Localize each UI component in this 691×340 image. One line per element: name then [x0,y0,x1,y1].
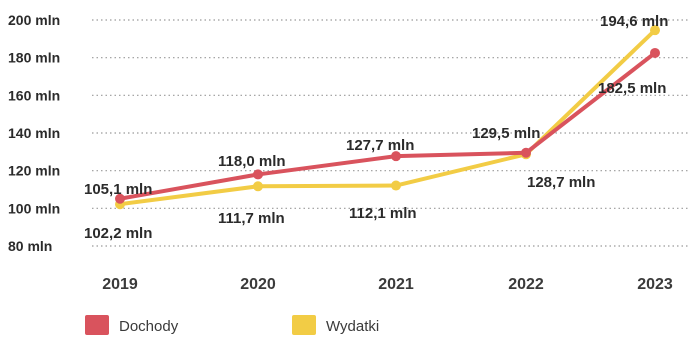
data-point-wydatki [391,180,401,191]
data-label-wydatki: 102,2 mln [84,225,152,242]
data-label-dochody: 129,5 mln [472,125,540,142]
data-label-dochody: 105,1 mln [84,181,152,198]
data-labels: 105,1 mln 118,0 mln 127,7 mln 129,5 mln 182,… [84,13,668,242]
data-point-dochody [521,147,531,158]
y-tick-label: 160 mln [8,87,60,103]
data-label-wydatki: 194,6 mln [600,13,668,30]
data-point-dochody [650,47,660,58]
x-axis-ticks: 2019 2020 2021 2022 2023 [102,276,673,293]
x-tick-label: 2022 [508,276,544,293]
y-axis-ticks: 200 mln 180 mln 160 mln 140 mln 120 mln 100 m… [8,12,60,254]
data-point-wydatki [253,181,263,192]
x-tick-label: 2019 [102,276,138,293]
legend-swatch-dochody [85,315,109,335]
y-tick-label: 80 mln [8,238,52,254]
legend-swatch-wydatki [292,315,316,335]
series-layer [115,25,660,210]
data-point-wydatki [650,25,660,36]
data-label-wydatki: 111,7 mln [218,210,285,227]
x-tick-label: 2021 [378,276,414,293]
legend-label-dochody: Dochody [119,318,179,335]
data-point-dochody [391,151,401,162]
y-tick-label: 120 mln [8,163,60,179]
data-label-dochody: 118,0 mln [218,153,286,170]
y-tick-label: 100 mln [8,200,60,216]
y-tick-label: 140 mln [8,125,60,141]
grid-layer [92,19,688,247]
y-tick-label: 200 mln [8,12,60,28]
x-tick-label: 2023 [637,276,673,293]
data-label-dochody: 127,7 mln [346,137,414,154]
legend-label-wydatki: Wydatki [326,318,379,335]
data-label-wydatki: 128,7 mln [527,174,595,191]
data-label-dochody: 182,5 mln [598,80,666,97]
data-label-wydatki: 112,1 mln [349,205,417,222]
y-tick-label: 180 mln [8,50,60,66]
legend: Dochody Wydatki [85,315,379,335]
data-point-dochody [115,193,125,204]
data-point-dochody [253,169,263,180]
x-tick-label: 2020 [240,276,276,293]
